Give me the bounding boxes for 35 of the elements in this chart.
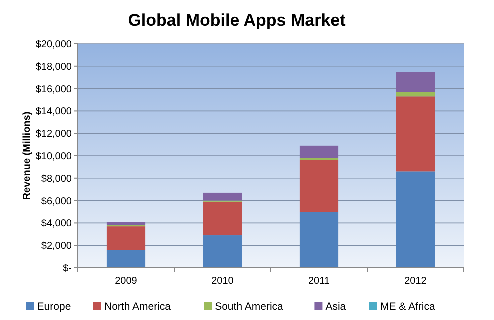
bar: [300, 160, 339, 212]
bar: [203, 202, 242, 236]
chart-title: Global Mobile Apps Market: [128, 11, 346, 30]
bar: [106, 222, 146, 226]
bar: [300, 212, 339, 268]
y-axis-title: Revenue (Millions): [22, 112, 33, 200]
legend-label: South America: [215, 301, 284, 313]
y-tick-label: $2,000: [41, 241, 72, 252]
bar: [396, 92, 436, 97]
y-tick-label: $4,000: [41, 218, 72, 230]
legend-label: ME & Africa: [380, 301, 436, 313]
bar: [106, 226, 146, 250]
y-tick-label: $14,000: [36, 106, 72, 118]
y-tick-label: $6,000: [41, 196, 72, 208]
y-tick-label: $10,000: [36, 152, 72, 162]
y-tick-label: $20,000: [36, 40, 72, 50]
bar: [396, 96, 436, 172]
x-tick-label: 2011: [308, 276, 330, 287]
y-tick-label: $12,000: [36, 129, 72, 140]
legend-label: Europe: [37, 301, 72, 313]
x-tick-label: 2010: [212, 276, 234, 287]
y-tick-label: $16,000: [36, 84, 72, 96]
x-tick-label: 2009: [115, 276, 138, 287]
y-tick-label: $8,000: [41, 174, 72, 185]
legend-label: Asia: [326, 301, 346, 313]
bar: [396, 172, 436, 268]
legend-label: North America: [104, 301, 172, 313]
bar: [396, 72, 436, 92]
bar: [106, 250, 146, 268]
x-tick-label: 2012: [404, 276, 428, 287]
y-tick-label: $-: [63, 264, 72, 274]
bar: [203, 192, 242, 201]
bar: [203, 236, 242, 268]
bar: [300, 146, 339, 158]
y-tick-label: $18,000: [36, 62, 72, 73]
